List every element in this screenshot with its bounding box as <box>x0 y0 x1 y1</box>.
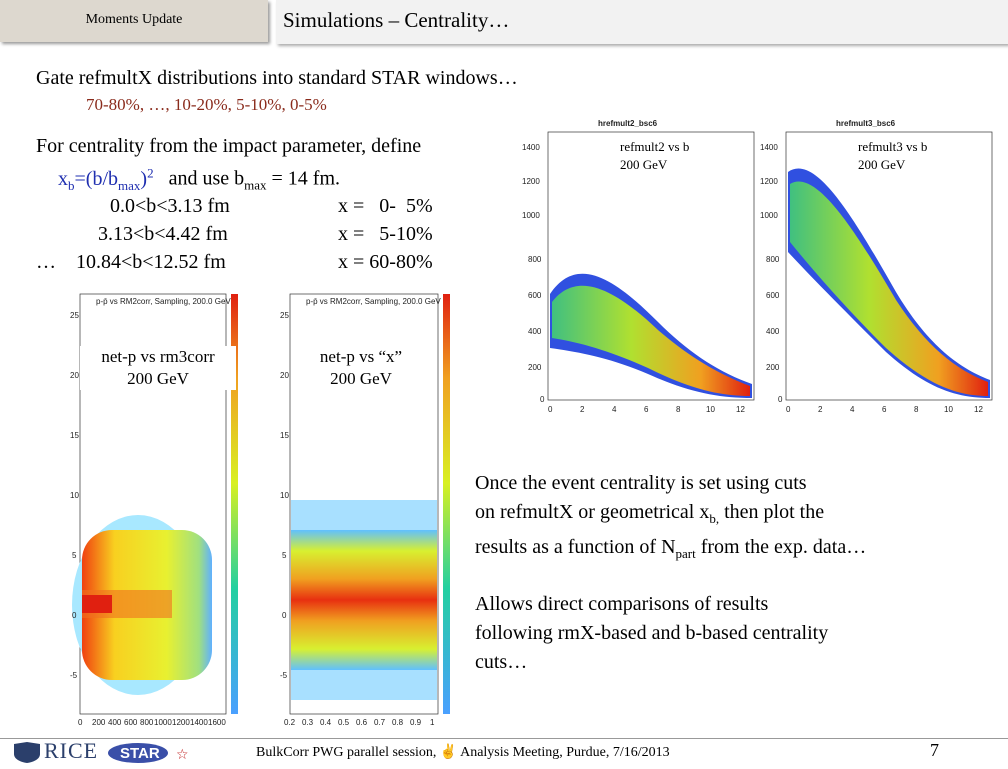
plot3-title: hrefmult2_bsc6 <box>598 119 658 128</box>
row-range-3: … 10.84<b<12.52 fm <box>36 251 226 273</box>
svg-text:200: 200 <box>766 363 780 372</box>
svg-text:6: 6 <box>644 405 649 414</box>
centrality-windows: 70-80%, …, 10-20%, 5-10%, 0-5% <box>86 95 327 114</box>
slide-title: Simulations – Centrality… <box>283 8 510 32</box>
svg-text:15: 15 <box>280 431 289 440</box>
row-range-2: 3.13<b<4.42 fm <box>98 223 228 245</box>
svg-text:0: 0 <box>540 395 545 404</box>
svg-text:600: 600 <box>124 718 138 727</box>
svg-text:15: 15 <box>70 431 79 440</box>
svg-text:12: 12 <box>736 405 745 414</box>
svg-text:10: 10 <box>944 405 953 414</box>
svg-text:☆: ☆ <box>176 747 189 763</box>
svg-text:0.8: 0.8 <box>392 718 404 727</box>
svg-text:12: 12 <box>974 405 983 414</box>
svg-text:1: 1 <box>430 718 435 727</box>
svg-text:600: 600 <box>766 291 780 300</box>
title-bar <box>276 0 1008 44</box>
plot4-annotation: refmult3 vs b 200 GeV <box>858 139 928 172</box>
svg-text:-5: -5 <box>70 671 78 680</box>
plot4-title: hrefmult3_bsc6 <box>836 119 896 128</box>
results-paragraph: Once the event centrality is set using c… <box>475 472 867 561</box>
svg-text:25: 25 <box>280 311 289 320</box>
impact-parameter-line: For centrality from the impact parameter… <box>36 135 422 157</box>
svg-text:10: 10 <box>280 491 289 500</box>
svg-text:0.7: 0.7 <box>374 718 386 727</box>
svg-text:600: 600 <box>528 291 542 300</box>
footer-session: BulkCorr PWG parallel session, ✌ Analysi… <box>256 745 670 760</box>
star-logo: STAR ☆ <box>106 742 189 763</box>
svg-text:-5: -5 <box>280 671 288 680</box>
svg-text:1400: 1400 <box>522 143 540 152</box>
svg-text:20: 20 <box>70 371 79 380</box>
svg-text:2: 2 <box>818 405 823 414</box>
row-x-3: x = 60-80% <box>338 251 433 273</box>
plot1-title: p-p̄ vs RM2corr, Sampling, 200.0 GeV <box>96 297 231 306</box>
svg-text:STAR: STAR <box>120 745 160 762</box>
footer-divider <box>0 738 1008 739</box>
svg-text:0: 0 <box>78 718 83 727</box>
svg-text:2: 2 <box>580 405 585 414</box>
svg-text:400: 400 <box>108 718 122 727</box>
svg-text:0: 0 <box>72 611 77 620</box>
svg-text:400: 400 <box>766 327 780 336</box>
gate-line: Gate refmultX distributions into standar… <box>36 67 518 89</box>
svg-text:25: 25 <box>70 311 79 320</box>
svg-text:1400: 1400 <box>760 143 778 152</box>
svg-text:0.6: 0.6 <box>356 718 368 727</box>
xb-definition: xb=(b/bmax)2 and use bmax = 14 fm. <box>58 165 340 193</box>
plot1-annotation: net-p vs rm3corr 200 GeV <box>80 346 236 390</box>
svg-text:800: 800 <box>528 255 542 264</box>
svg-text:10: 10 <box>70 491 79 500</box>
svg-text:200: 200 <box>528 363 542 372</box>
svg-text:4: 4 <box>850 405 855 414</box>
plot2-annotation: net-p vs “x” 200 GeV <box>296 346 426 390</box>
section-tab-label: Moments Update <box>85 12 183 27</box>
svg-text:1400: 1400 <box>190 718 208 727</box>
svg-text:0: 0 <box>282 611 287 620</box>
svg-text:20: 20 <box>280 371 289 380</box>
page-number: 7 <box>930 740 939 760</box>
svg-text:0.2: 0.2 <box>284 718 296 727</box>
svg-text:0.3: 0.3 <box>302 718 314 727</box>
svg-text:200: 200 <box>92 718 106 727</box>
svg-text:0.4: 0.4 <box>320 718 332 727</box>
svg-text:8: 8 <box>676 405 681 414</box>
svg-text:0.5: 0.5 <box>338 718 350 727</box>
svg-text:1000: 1000 <box>760 211 778 220</box>
svg-text:1200: 1200 <box>760 177 778 186</box>
svg-text:0: 0 <box>778 395 783 404</box>
svg-text:0: 0 <box>548 405 553 414</box>
svg-text:4: 4 <box>612 405 617 414</box>
svg-text:1200: 1200 <box>522 177 540 186</box>
row-x-1: x = 0- 5% <box>338 195 433 217</box>
svg-text:6: 6 <box>882 405 887 414</box>
svg-text:1200: 1200 <box>172 718 190 727</box>
svg-text:400: 400 <box>528 327 542 336</box>
comparison-paragraph: Allows direct comparisons of results fol… <box>475 593 829 673</box>
svg-text:5: 5 <box>282 551 287 560</box>
rice-wordmark: RICE <box>44 738 99 763</box>
row-x-2: x = 5-10% <box>338 223 433 245</box>
svg-text:0: 0 <box>786 405 791 414</box>
svg-text:800: 800 <box>766 255 780 264</box>
svg-text:1600: 1600 <box>208 718 226 727</box>
svg-text:1000: 1000 <box>154 718 172 727</box>
svg-text:5: 5 <box>72 551 77 560</box>
plot3-annotation: refmult2 vs b 200 GeV <box>620 139 690 172</box>
row-range-1: 0.0<b<3.13 fm <box>110 195 230 217</box>
svg-text:10: 10 <box>706 405 715 414</box>
plot-refmult3-vs-b: hrefmult3_bsc6 1400 1200 1000 800 600 40… <box>756 112 996 422</box>
plot-refmult2-vs-b: hrefmult2_bsc6 1400 1200 1000 800 600 40… <box>518 112 758 422</box>
section-tab <box>0 0 268 42</box>
rice-logo <box>12 740 42 769</box>
plot2-title: p-p̄ vs RM2corr, Sampling, 200.0 GeV <box>306 297 441 306</box>
svg-text:8: 8 <box>914 405 919 414</box>
svg-text:800: 800 <box>140 718 154 727</box>
svg-text:0.9: 0.9 <box>410 718 422 727</box>
svg-text:1000: 1000 <box>522 211 540 220</box>
